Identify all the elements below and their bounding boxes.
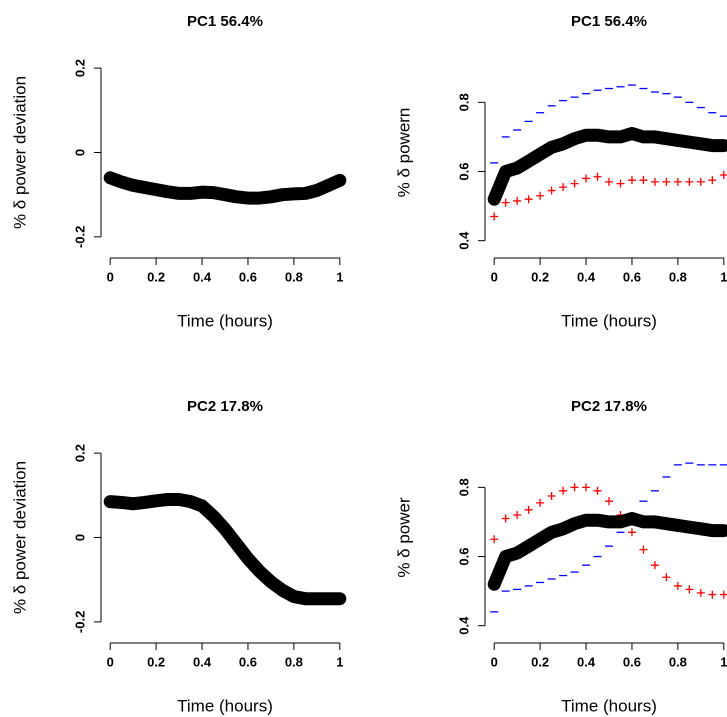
y-tick-label: 0.4 — [456, 231, 471, 250]
x-tick-label: 0.8 — [285, 269, 303, 284]
y-tick-label: 0 — [72, 149, 87, 156]
x-tick-label: 1 — [720, 269, 727, 284]
point — [536, 498, 545, 507]
point — [616, 179, 625, 188]
y-axis-label: % δ powern — [394, 108, 413, 198]
y-tick-label: 0.8 — [456, 478, 471, 496]
y-axis-label: % δ power — [394, 497, 413, 578]
data-line — [487, 126, 727, 206]
point — [570, 179, 579, 188]
panel-title: PC2 17.8% — [571, 398, 647, 415]
point — [685, 177, 694, 186]
x-tick-label: 0 — [491, 269, 498, 284]
x-tick-label: 0.8 — [285, 654, 303, 669]
point — [593, 172, 602, 181]
x-tick-label: 0.6 — [239, 654, 257, 669]
point — [605, 177, 613, 186]
y-tick-label: 0 — [72, 534, 87, 541]
point — [696, 177, 705, 186]
point — [582, 174, 591, 183]
point — [650, 561, 659, 570]
y-axis-label: % δ power deviation — [10, 461, 29, 614]
y-tick-label: 0.6 — [456, 162, 471, 180]
point — [559, 486, 568, 495]
y-tick-label: -0.2 — [72, 226, 87, 248]
x-tick-label: 0.4 — [577, 654, 596, 669]
x-axis-label: Time (hours) — [561, 696, 657, 715]
x-axis-label: Time (hours) — [177, 696, 273, 715]
point — [708, 176, 717, 185]
point — [673, 177, 682, 186]
x-tick-label: 0.6 — [623, 654, 641, 669]
panel: PC1 56.4% Time (hours) % δ powern 0 0.2 0.4 0.… — [394, 13, 727, 330]
y-tick-label: 0.8 — [456, 93, 471, 111]
x-tick-label: 0.2 — [531, 654, 549, 669]
data-line — [103, 171, 347, 205]
point — [513, 511, 522, 520]
panel: PC2 17.8% Time (hours) % δ power deviation… — [10, 398, 347, 715]
data-line — [487, 511, 727, 591]
point — [570, 483, 579, 492]
x-tick-label: 0.8 — [669, 654, 687, 669]
y-tick-label: 0.6 — [456, 547, 471, 565]
point — [662, 177, 671, 186]
point — [650, 177, 659, 186]
x-tick-label: 0 — [491, 654, 498, 669]
point — [501, 514, 510, 523]
x-tick-label: 0 — [107, 269, 114, 284]
panel-title: PC1 56.4% — [571, 13, 647, 30]
x-tick-label: 0.4 — [193, 269, 212, 284]
point — [662, 573, 671, 582]
point — [524, 195, 533, 204]
x-tick-label: 0.4 — [577, 269, 596, 284]
point — [719, 590, 727, 599]
point — [708, 590, 717, 599]
data-line — [103, 493, 347, 606]
point — [524, 505, 533, 514]
point — [639, 176, 648, 185]
point — [627, 176, 636, 185]
point — [501, 198, 510, 207]
point — [547, 491, 556, 500]
x-tick-label: 0.4 — [193, 654, 212, 669]
panel-title: PC2 17.8% — [187, 398, 263, 415]
x-tick-label: 0.6 — [239, 269, 257, 284]
x-tick-label: 1 — [336, 269, 343, 284]
x-tick-label: 1 — [720, 654, 727, 669]
x-tick-label: 0.2 — [147, 654, 165, 669]
x-tick-label: 0 — [107, 654, 114, 669]
point — [593, 486, 602, 495]
point — [673, 581, 682, 590]
point — [685, 585, 694, 594]
point — [547, 186, 556, 195]
point — [696, 588, 705, 597]
x-tick-label: 1 — [336, 654, 343, 669]
point — [559, 183, 568, 192]
point — [490, 535, 499, 544]
x-axis-label: Time (hours) — [561, 311, 657, 330]
panel-title: PC1 56.4% — [187, 13, 263, 30]
point — [719, 170, 727, 179]
panel: PC2 17.8% Time (hours) % δ power 0 0.2 0.4 0.6… — [394, 398, 727, 715]
panel: PC1 56.4% Time (hours) % δ power deviation… — [10, 13, 347, 330]
y-tick-label: 0.4 — [456, 616, 471, 635]
y-tick-label: 0.2 — [72, 59, 87, 77]
x-tick-label: 0.6 — [623, 269, 641, 284]
point — [582, 483, 591, 492]
y-axis-label: % δ power deviation — [10, 76, 29, 229]
point — [627, 528, 636, 537]
y-tick-label: 0.2 — [72, 444, 87, 462]
point — [536, 191, 545, 200]
point — [639, 545, 648, 554]
point — [605, 497, 613, 506]
point — [490, 212, 499, 221]
x-tick-label: 0.8 — [669, 269, 687, 284]
x-tick-label: 0.2 — [531, 269, 549, 284]
x-axis-label: Time (hours) — [177, 311, 273, 330]
y-tick-label: -0.2 — [72, 611, 87, 633]
x-tick-label: 0.2 — [147, 269, 165, 284]
point — [513, 196, 522, 205]
